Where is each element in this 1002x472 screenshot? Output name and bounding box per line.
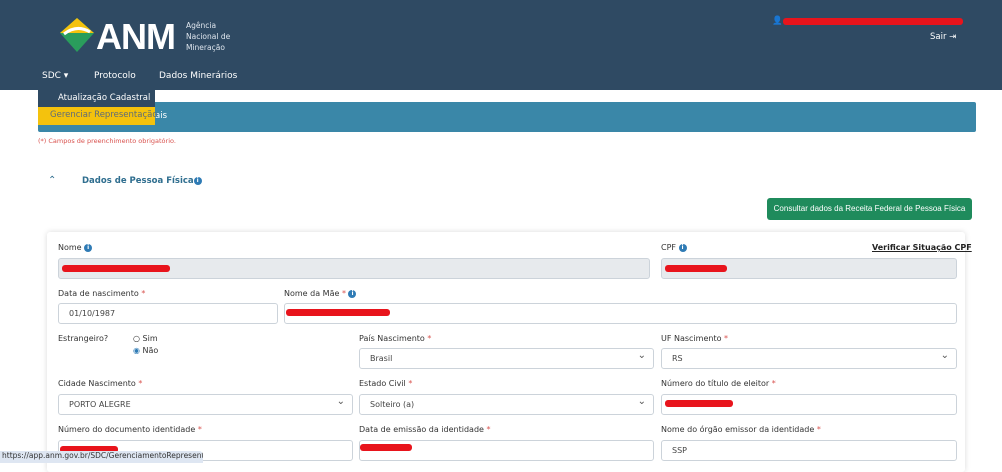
info-icon: i (678, 243, 687, 252)
logo-subtitle: Agência Nacional de Mineração (186, 21, 231, 52)
redaction (62, 265, 170, 272)
section-title: Dados de Pessoa Física i (82, 176, 202, 186)
verify-cpf-link[interactable]: Verificar Situação CPF (872, 243, 972, 252)
radio-nao[interactable]: ◉ Não (133, 346, 159, 355)
titulo-label: Número do título de eleitor * (661, 379, 776, 388)
estado-civil-label: Estado Civil * (359, 379, 413, 388)
nascimento-input[interactable]: 01/10/1987 (58, 303, 278, 324)
status-bar-url: https://app.anm.gov.br/SDC/Gerenciamento… (0, 451, 203, 463)
estado-civil-select[interactable]: Solteiro (a) (359, 392, 654, 415)
estrangeiro-label: Estrangeiro? (58, 334, 109, 343)
redaction (360, 444, 412, 451)
pais-select[interactable]: Brasil (359, 346, 654, 369)
redaction (60, 446, 118, 453)
radio-sim[interactable]: ○ Sim (133, 334, 158, 343)
titulo-input[interactable] (661, 394, 957, 415)
logo-text: ANM (96, 16, 176, 57)
uf-label: UF Nascimento * (661, 334, 729, 343)
cpf-label: CPF i (661, 243, 687, 252)
menu-item-atualizacao-cadastral[interactable]: Atualização Cadastral (58, 93, 151, 103)
mae-label: Nome da Mãe * i (284, 289, 357, 298)
cidade-select[interactable]: PORTO ALEGRE (58, 392, 353, 415)
redaction (665, 400, 733, 407)
orgao-input[interactable]: SSP (661, 440, 957, 461)
redaction (783, 18, 963, 25)
emissao-label: Data de emissão da identidade * (359, 425, 491, 434)
required-note: (*) Campos de preenchimento obrigatório. (38, 137, 176, 145)
info-icon: i (193, 176, 202, 185)
panel-title: ais (155, 111, 167, 121)
user-icon: 👤 (772, 16, 783, 26)
nav-protocolo[interactable]: Protocolo (94, 71, 136, 81)
uf-select[interactable]: RS (661, 346, 957, 369)
info-icon: i (348, 289, 357, 298)
user-info: 👤 (772, 16, 783, 26)
consult-receita-button[interactable]: Consultar dados da Receita Federal de Pe… (767, 198, 972, 220)
nascimento-label: Data de nascimento * (58, 289, 146, 298)
cidade-label: Cidade Nascimento * (58, 379, 143, 388)
sdc-dropdown-menu: Atualização Cadastral Gerenciar Represen… (38, 90, 158, 125)
chevron-up-icon[interactable]: ⌃ (48, 175, 57, 186)
panel-header: ais (38, 102, 976, 132)
radio-checked-icon: ◉ (133, 346, 140, 355)
logout-icon: ⇥ (949, 32, 957, 42)
orgao-label: Nome do órgão emissor da identidade * (661, 425, 821, 434)
logout-link[interactable]: Sair ⇥ (930, 32, 957, 42)
info-icon: i (84, 243, 93, 252)
mae-input[interactable] (284, 303, 957, 324)
pais-label: País Nascimento * (359, 334, 432, 343)
nav-sdc[interactable]: SDC ▾ (42, 71, 69, 81)
redaction (286, 309, 390, 316)
redaction (665, 265, 727, 272)
nome-input[interactable] (58, 258, 650, 279)
radio-unchecked-icon: ○ (133, 334, 140, 343)
top-header: ANM Agência Nacional de Mineração 👤 Sair ⇥… (0, 0, 1002, 90)
menu-item-gerenciar-representacao[interactable]: Gerenciar Representação (38, 107, 158, 125)
cpf-input[interactable] (661, 258, 957, 279)
documento-label: Número do documento identidade * (58, 425, 202, 434)
nome-label: Nome i (58, 243, 93, 252)
anm-logo-icon (60, 18, 94, 52)
nav-dados-minerarios[interactable]: Dados Minerários (159, 71, 238, 81)
